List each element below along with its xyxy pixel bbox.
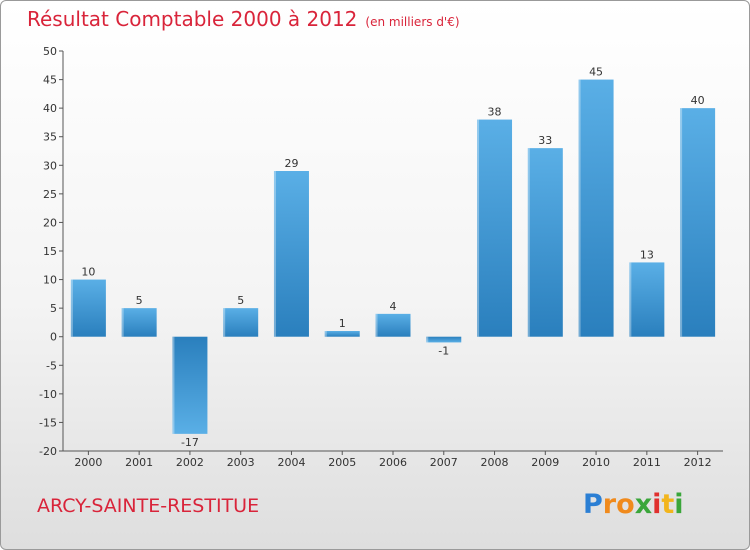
chart-labels: 10 5 -17 5 29 1 4 -1 38 33 45 13 40 (81, 66, 704, 449)
proxiti-logo[interactable]: Proxiti (583, 489, 684, 520)
logo-letter: o (616, 489, 635, 520)
logo-letter: i (674, 489, 684, 520)
data-label-2006: 4 (390, 300, 397, 313)
y-tick-label: 25 (43, 188, 57, 201)
y-tick-label: 40 (43, 102, 57, 115)
data-label-2000: 10 (81, 266, 95, 279)
data-label-2011: 13 (640, 248, 654, 261)
bar-highlight (477, 119, 480, 337)
y-tick-label: -15 (39, 416, 57, 429)
x-tick-label: 2000 (74, 456, 102, 469)
y-tick-label: 20 (43, 216, 57, 229)
bar-highlight (324, 331, 327, 337)
logo-letter: r (602, 489, 617, 520)
chart-bars (70, 79, 716, 434)
data-label-2007: -1 (438, 344, 449, 357)
bar-2010[interactable] (578, 79, 614, 337)
x-tick-label: 2001 (125, 456, 153, 469)
data-label-2010: 45 (589, 66, 603, 79)
y-tick-label: 15 (43, 245, 57, 258)
y-tick-label: -20 (39, 445, 57, 458)
logo-letter: i (652, 489, 662, 520)
chart-title-text: Résultat Comptable 2000 à 2012 (27, 7, 358, 31)
x-tick-label: 2011 (633, 456, 661, 469)
y-tick-label: -5 (46, 359, 57, 372)
bar-2000[interactable] (70, 279, 106, 337)
y-tick-label: 30 (43, 159, 57, 172)
y-tick-label: 50 (43, 45, 57, 58)
x-tick-label: 2002 (176, 456, 204, 469)
x-tick-label: 2007 (430, 456, 458, 469)
data-label-2004: 29 (284, 157, 298, 170)
bar-2005[interactable] (324, 331, 360, 337)
bar-2012[interactable] (680, 108, 716, 337)
y-tick-label: 45 (43, 74, 57, 87)
y-tick-label: 10 (43, 274, 57, 287)
bar-2004[interactable] (273, 171, 309, 337)
bar-2003[interactable] (223, 308, 259, 337)
data-label-2001: 5 (136, 294, 143, 307)
bar-highlight (527, 148, 530, 337)
x-tick-label: 2008 (481, 456, 509, 469)
bar-2006[interactable] (375, 313, 411, 337)
bar-2008[interactable] (477, 119, 513, 337)
logo-letter: P (583, 489, 603, 520)
bar-highlight (223, 308, 226, 337)
x-tick-label: 2005 (328, 456, 356, 469)
bar-highlight (680, 108, 683, 337)
chart-title: Résultat Comptable 2000 à 2012 (en millie… (27, 7, 460, 31)
bar-highlight (70, 279, 73, 337)
y-tick-label: 5 (50, 302, 57, 315)
commune-name: ARCY-SAINTE-RESTITUE (37, 495, 260, 517)
x-tick-label: 2010 (582, 456, 610, 469)
bar-2001[interactable] (121, 308, 157, 337)
bar-2007[interactable] (426, 336, 462, 343)
bar-highlight (426, 336, 429, 343)
y-tick-label: -10 (39, 388, 57, 401)
y-tick-label: 35 (43, 131, 57, 144)
bar-highlight (578, 79, 581, 337)
x-tick-label: 2003 (227, 456, 255, 469)
data-label-2005: 1 (339, 317, 346, 330)
x-tick-label: 2004 (277, 456, 305, 469)
bar-highlight (121, 308, 124, 337)
data-label-2008: 38 (488, 106, 502, 119)
x-tick-label: 2006 (379, 456, 407, 469)
x-tick-label: 2012 (684, 456, 712, 469)
data-label-2012: 40 (691, 94, 705, 107)
bar-highlight (629, 262, 632, 337)
bar-highlight (172, 336, 175, 434)
data-label-2002: -17 (181, 436, 199, 449)
chart-subtitle: (en milliers d'€) (365, 15, 460, 29)
logo-letter: x (634, 489, 653, 520)
data-label-2003: 5 (237, 294, 244, 307)
bar-2009[interactable] (527, 148, 563, 337)
data-label-2009: 33 (538, 134, 552, 147)
bar-highlight (375, 313, 378, 337)
bar-2011[interactable] (629, 262, 665, 337)
y-tick-label: 0 (50, 331, 57, 344)
x-tick-label: 2009 (531, 456, 559, 469)
bar-highlight (273, 171, 276, 337)
logo-letter: t (661, 489, 675, 520)
bar-2002[interactable] (172, 336, 208, 434)
